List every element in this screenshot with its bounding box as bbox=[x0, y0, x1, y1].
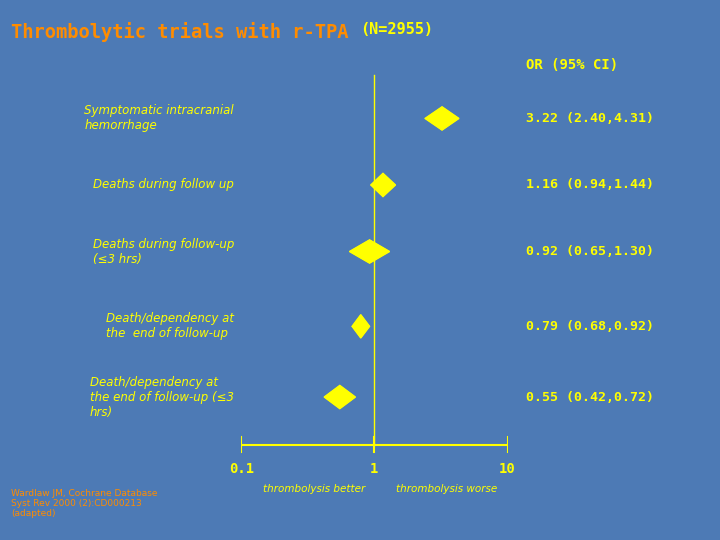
Text: Death/dependency at
the  end of follow-up: Death/dependency at the end of follow-up bbox=[106, 312, 234, 340]
Text: 0.1: 0.1 bbox=[229, 462, 253, 476]
Polygon shape bbox=[425, 107, 459, 130]
Text: 10: 10 bbox=[499, 462, 516, 476]
Text: thrombolysis better: thrombolysis better bbox=[263, 484, 365, 494]
Text: Wardlaw JM, Cochrane Database
Syst Rev 2000 (2):CD000213
(adapted): Wardlaw JM, Cochrane Database Syst Rev 2… bbox=[11, 489, 157, 518]
Text: 0.92 (0.65,1.30): 0.92 (0.65,1.30) bbox=[526, 245, 654, 258]
Text: Symptomatic intracranial
hemorrhage: Symptomatic intracranial hemorrhage bbox=[84, 104, 234, 132]
Polygon shape bbox=[349, 240, 390, 263]
Text: 1: 1 bbox=[370, 462, 379, 476]
Text: Deaths during follow up: Deaths during follow up bbox=[93, 179, 234, 192]
Text: Death/dependency at
the end of follow-up (≤3
hrs): Death/dependency at the end of follow-up… bbox=[90, 375, 234, 418]
Text: 0.79 (0.68,0.92): 0.79 (0.68,0.92) bbox=[526, 320, 654, 333]
Text: 1.16 (0.94,1.44): 1.16 (0.94,1.44) bbox=[526, 179, 654, 192]
Text: 0.55 (0.42,0.72): 0.55 (0.42,0.72) bbox=[526, 390, 654, 403]
Text: Deaths during follow-up
(≤3 hrs): Deaths during follow-up (≤3 hrs) bbox=[93, 238, 234, 266]
Text: 3.22 (2.40,4.31): 3.22 (2.40,4.31) bbox=[526, 112, 654, 125]
Text: thrombolysis worse: thrombolysis worse bbox=[396, 484, 498, 494]
Polygon shape bbox=[324, 386, 356, 409]
Text: Thrombolytic trials with r-TPA: Thrombolytic trials with r-TPA bbox=[12, 22, 360, 42]
Text: (N=2955): (N=2955) bbox=[360, 22, 433, 37]
Polygon shape bbox=[352, 315, 369, 338]
Polygon shape bbox=[371, 173, 395, 197]
Text: OR (95% CI): OR (95% CI) bbox=[526, 58, 618, 72]
